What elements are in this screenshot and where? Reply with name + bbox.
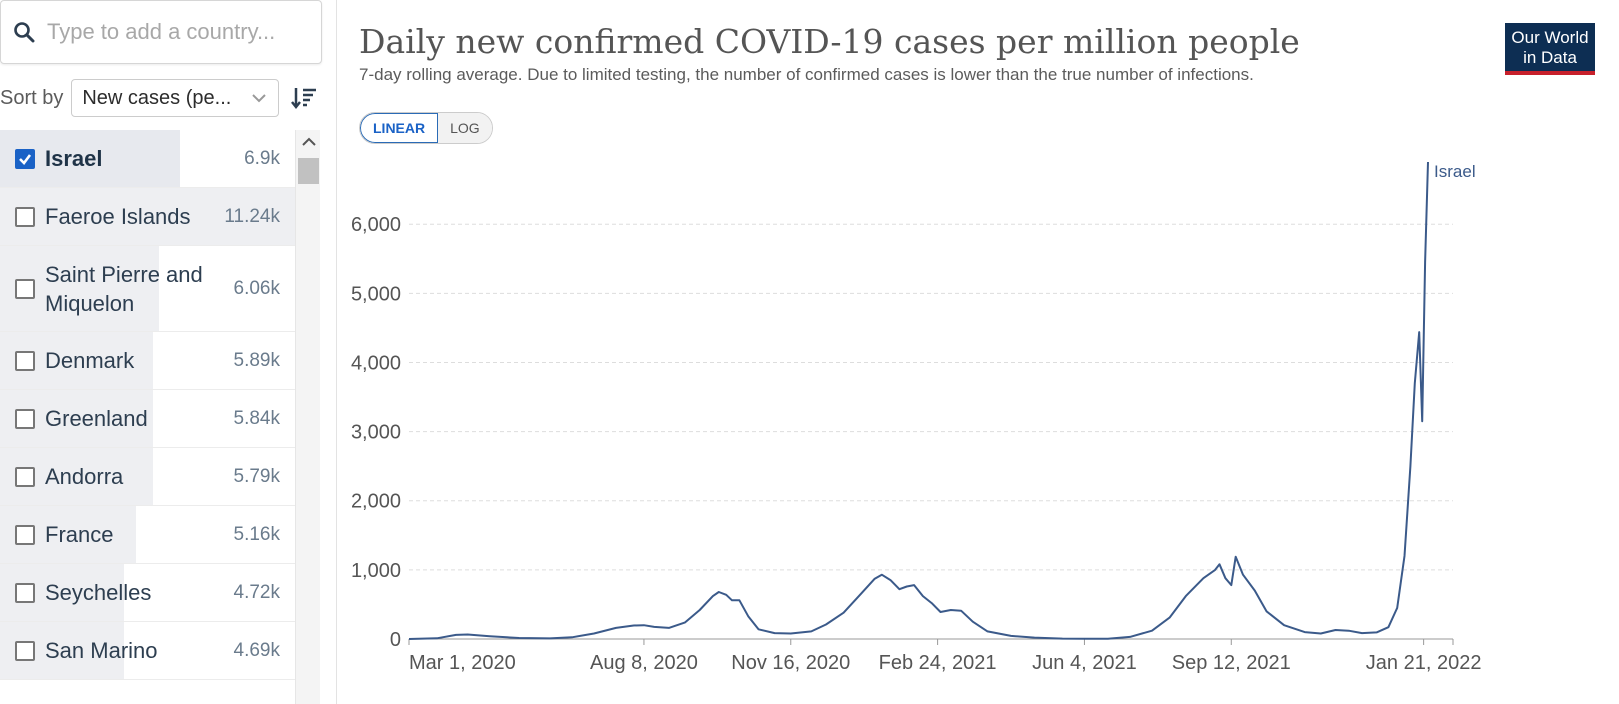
checkbox[interactable] xyxy=(15,640,35,661)
country-list: Israel 6.9k Faeroe Islands 11.24k Saint Pier… xyxy=(0,130,295,704)
scale-toggle: LINEAR LOG xyxy=(359,112,493,144)
sort-label: Sort by xyxy=(0,86,64,109)
search-icon xyxy=(1,21,47,43)
country-value: 4.69k xyxy=(233,639,280,661)
scrollbar-thumb[interactable] xyxy=(298,158,319,184)
scale-linear-button[interactable]: LINEAR xyxy=(360,113,439,143)
chart-title: Daily new confirmed COVID-19 cases per m… xyxy=(359,22,1300,61)
checkbox[interactable] xyxy=(15,408,35,429)
country-name: France xyxy=(45,522,114,547)
country-row[interactable]: Saint Pierre and Miquelon 6.06k xyxy=(0,246,295,332)
search-input[interactable] xyxy=(47,19,307,45)
y-tick-label: 4,000 xyxy=(351,352,401,374)
sort-select[interactable]: New cases (pe... xyxy=(71,79,280,117)
country-search[interactable] xyxy=(0,0,322,64)
x-tick-label: Jun 4, 2021 xyxy=(1032,652,1137,674)
country-name: San Marino xyxy=(45,638,158,663)
country-row[interactable]: Israel 6.9k xyxy=(0,130,295,188)
chevron-down-icon xyxy=(250,89,268,113)
country-name: Saint Pierre and Miquelon xyxy=(45,261,203,316)
checkbox[interactable] xyxy=(15,350,35,371)
country-value: 4.72k xyxy=(233,581,280,603)
country-value: 11.24k xyxy=(224,205,280,227)
country-sidebar: Sort by New cases (pe... Israel 6.9k Faero… xyxy=(0,0,327,704)
series-line-israel xyxy=(408,161,1429,640)
sort-bar: Sort by New cases (pe... xyxy=(0,78,327,118)
y-tick-label: 0 xyxy=(390,629,401,651)
country-row[interactable]: Seychelles 4.72k xyxy=(0,564,295,622)
series-label: Israel xyxy=(1434,162,1476,181)
country-value: 6.06k xyxy=(233,277,280,299)
y-tick-label: 6,000 xyxy=(351,214,401,236)
country-name: Andorra xyxy=(45,464,124,489)
country-name: Faeroe Islands xyxy=(45,204,191,229)
checkbox[interactable] xyxy=(15,278,35,299)
y-tick-label: 3,000 xyxy=(351,422,401,444)
logo-line-1: Our World xyxy=(1511,28,1589,47)
chevron-up-icon[interactable] xyxy=(296,130,321,154)
country-row[interactable]: Faeroe Islands 11.24k xyxy=(0,188,295,246)
x-tick-label: Sep 12, 2021 xyxy=(1172,652,1291,674)
x-tick-label: Aug 8, 2020 xyxy=(590,652,698,674)
checkbox[interactable] xyxy=(15,524,35,545)
y-tick-label: 5,000 xyxy=(351,283,401,305)
country-value: 5.84k xyxy=(233,407,280,429)
country-row[interactable]: France 5.16k xyxy=(0,506,295,564)
chart-subtitle: 7-day rolling average. Due to limited te… xyxy=(359,65,1254,84)
country-name: Seychelles xyxy=(45,580,152,605)
checkbox[interactable] xyxy=(15,582,35,603)
chart-panel: Daily new confirmed COVID-19 cases per m… xyxy=(336,0,1619,704)
country-row[interactable]: Denmark 5.89k xyxy=(0,332,295,390)
check-icon xyxy=(19,153,32,165)
scale-log-button[interactable]: LOG xyxy=(438,113,492,143)
x-tick-label: Mar 1, 2020 xyxy=(409,652,516,674)
country-row[interactable]: Andorra 5.79k xyxy=(0,448,295,506)
checkbox[interactable] xyxy=(15,466,35,487)
list-scrollbar[interactable] xyxy=(295,130,320,704)
country-value: 6.9k xyxy=(244,147,280,169)
x-tick-label: Nov 16, 2020 xyxy=(731,652,850,674)
x-tick-label: Jan 21, 2022 xyxy=(1366,652,1482,674)
y-tick-label: 1,000 xyxy=(351,560,401,582)
country-value: 5.89k xyxy=(233,349,280,371)
logo-line-2: in Data xyxy=(1523,48,1577,67)
line-chart: 0 1,000 2,000 3,000 4,000 5,000 6,000 Mar 1, 20… xyxy=(351,161,1482,674)
owid-logo[interactable]: Our World in Data xyxy=(1505,23,1595,75)
country-name: Denmark xyxy=(45,348,135,373)
value-bar xyxy=(0,188,295,245)
sort-selected-value: New cases (pe... xyxy=(82,86,232,109)
sort-descending-icon[interactable] xyxy=(291,85,317,111)
country-value: 5.16k xyxy=(233,523,280,545)
y-tick-label: 2,000 xyxy=(351,491,401,513)
checkbox[interactable] xyxy=(15,206,35,227)
country-name: Greenland xyxy=(45,406,148,431)
country-row[interactable]: San Marino 4.69k xyxy=(0,622,295,680)
checkbox-checked[interactable] xyxy=(15,148,35,169)
country-name: Israel xyxy=(45,146,103,171)
country-row[interactable]: Greenland 5.84k xyxy=(0,390,295,448)
country-value: 5.79k xyxy=(233,465,280,487)
x-tick-label: Feb 24, 2021 xyxy=(879,652,997,674)
